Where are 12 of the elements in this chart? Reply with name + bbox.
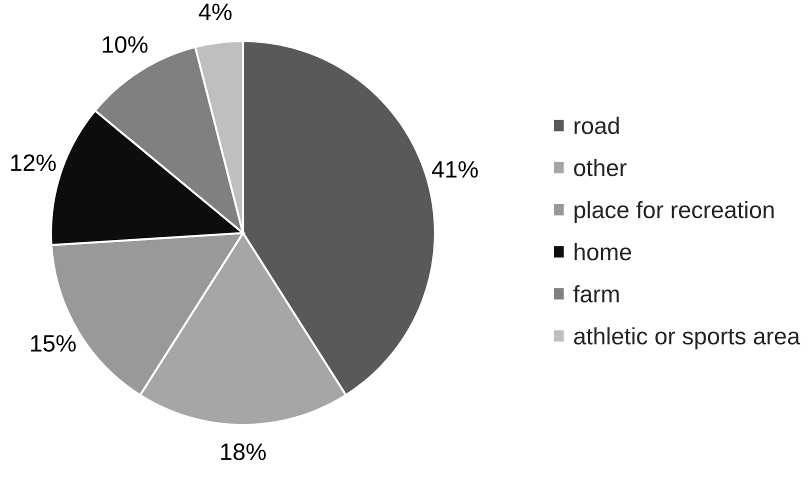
data-label: 10% xyxy=(102,36,148,53)
legend-label: other xyxy=(574,158,626,176)
data-label: 4% xyxy=(198,4,232,20)
data-label: 41% xyxy=(432,161,478,178)
legend-label: place for recreation xyxy=(574,200,774,223)
data-label: 12% xyxy=(11,154,56,172)
data-label: 15% xyxy=(31,335,76,352)
legend-label: road xyxy=(574,116,619,134)
legend-label: athletic or sports area xyxy=(574,327,800,350)
data-label: 18% xyxy=(221,443,266,460)
legend-label: farm xyxy=(573,285,619,302)
legend-label: home xyxy=(574,243,632,260)
